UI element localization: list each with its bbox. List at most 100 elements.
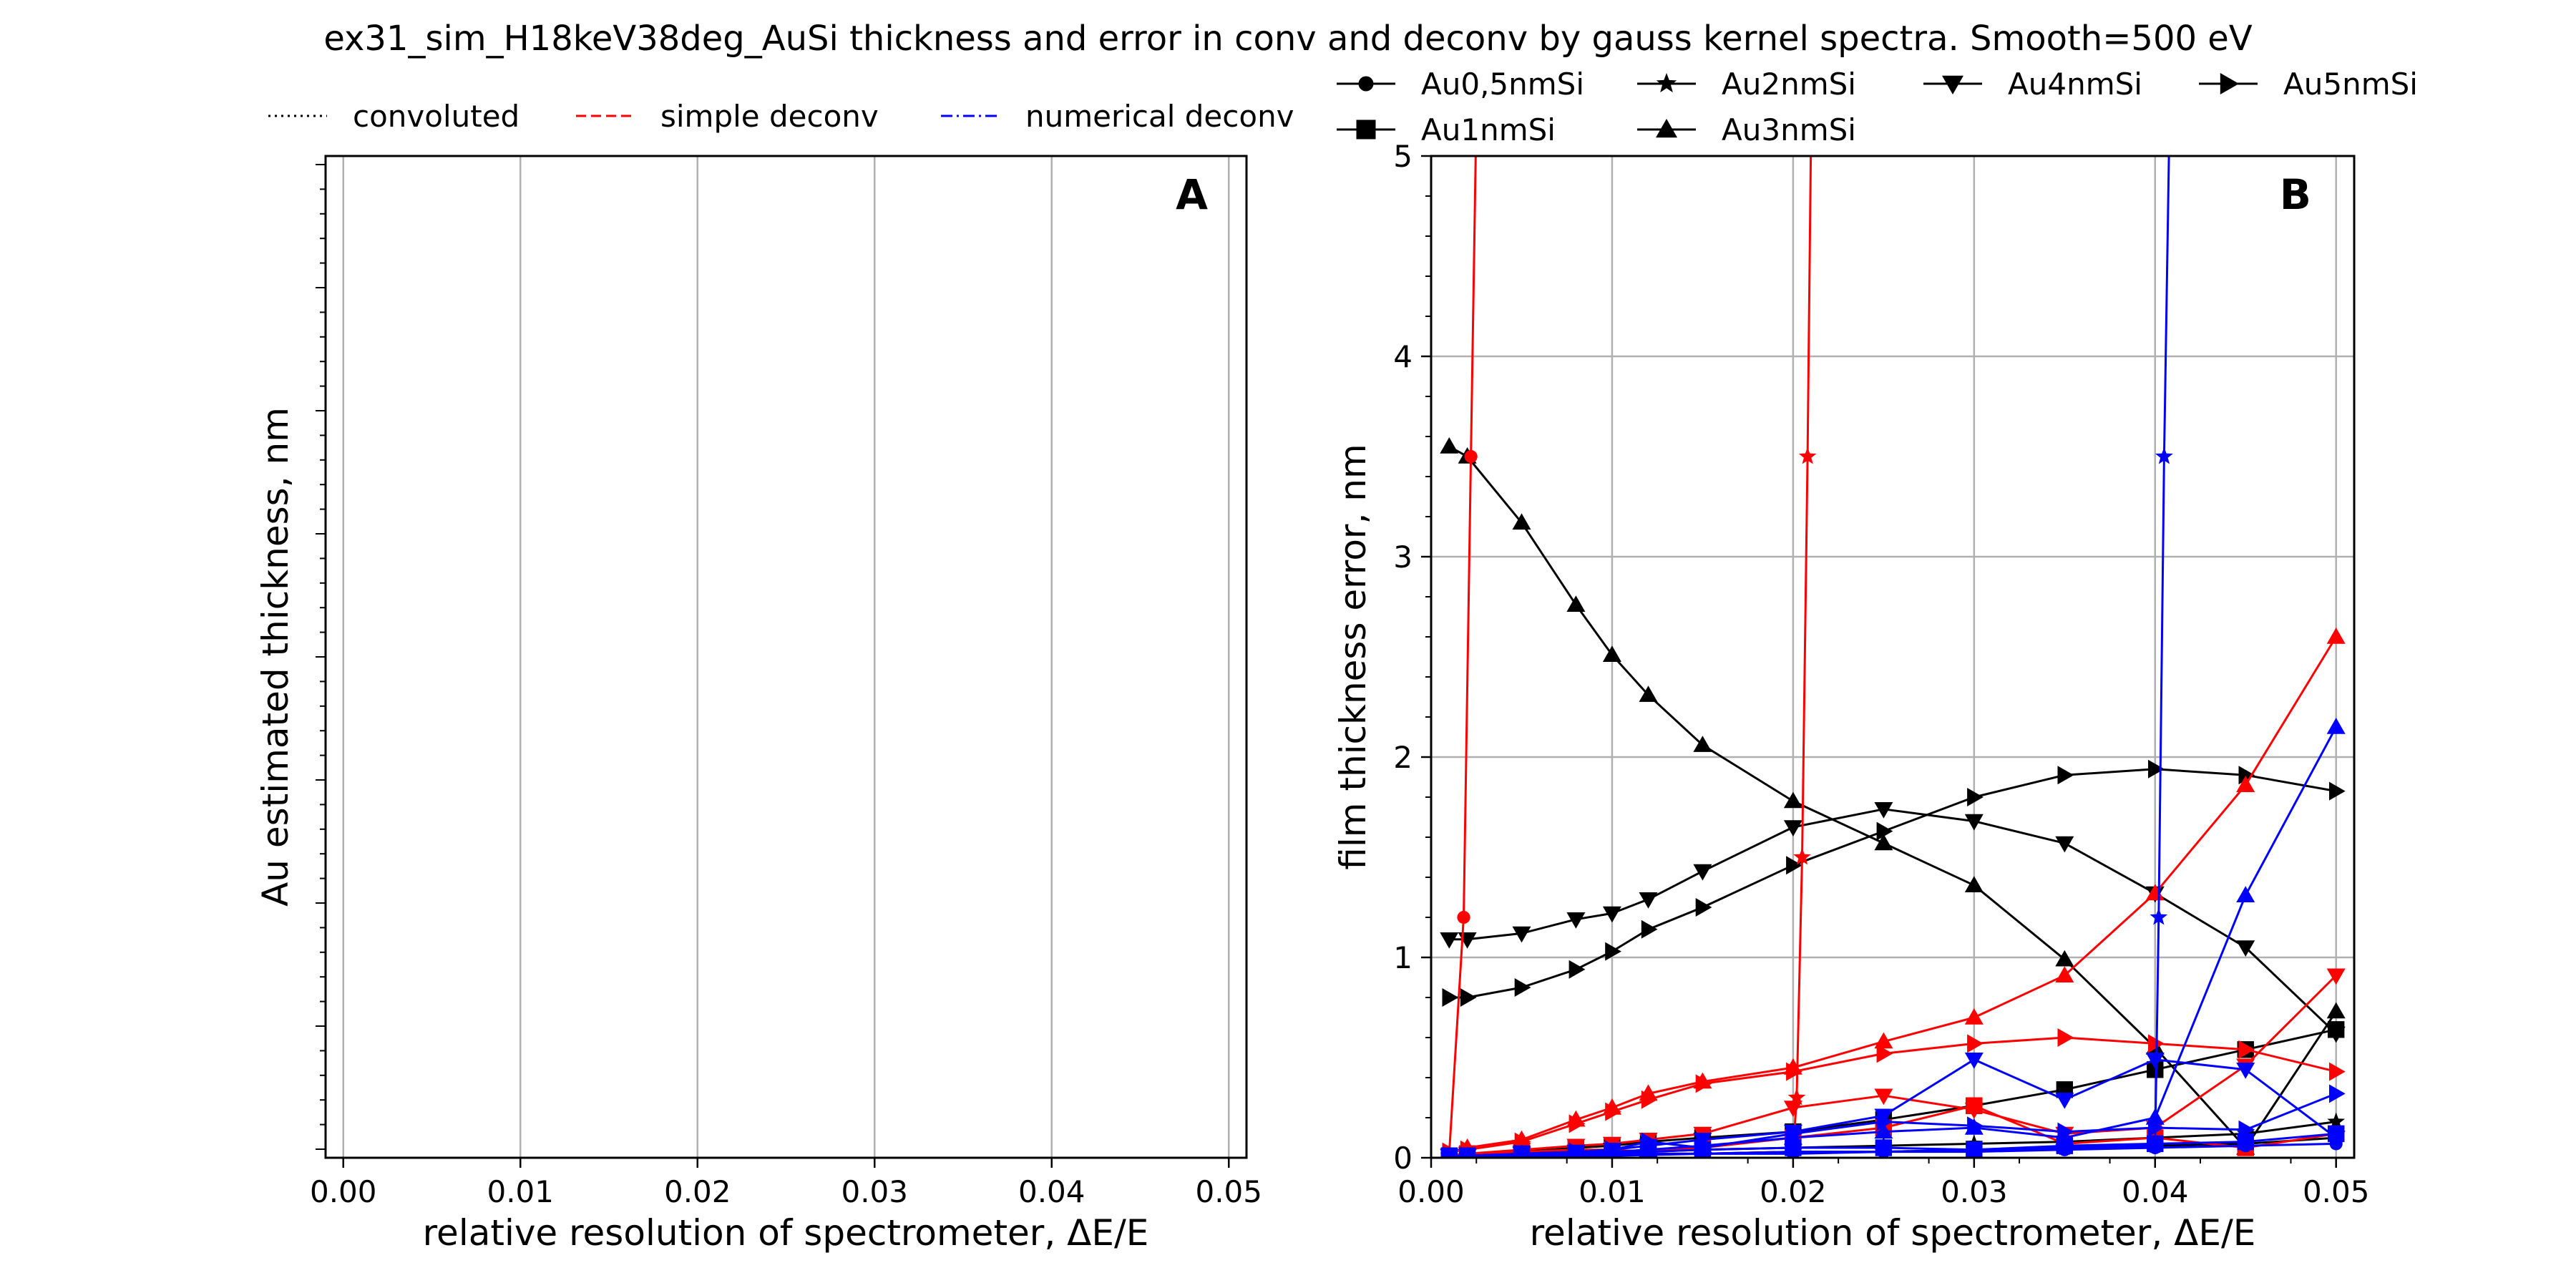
marker-legend-label: Au3nmSi [1722,112,1856,147]
series-au2nmsi-simple-deconv-point [1798,447,1817,464]
series-au1nmsi-convoluted-point [2328,1021,2345,1038]
series-au2nmsi-numerical-deconv-point [2155,447,2173,464]
series-au4nmsi-numerical-deconv-point [2145,1053,2165,1069]
series-au3nmsi-convoluted-point [1440,437,1459,454]
series-au1nmsi-convoluted-point [2147,1061,2164,1078]
panel-b-x-tick-label: 0.05 [2303,1174,2370,1209]
marker-legend-symbol-star [1656,73,1677,93]
marker-legend-entry-au5nmsi: Au5nmSi [2199,67,2418,102]
style-legend-label: convoluted [353,99,519,134]
series-au3nmsi-convoluted-point [1693,736,1712,752]
series-au4nmsi-numerical-deconv-point [1693,1133,1712,1149]
panel-a-x-tick-label: 0.03 [841,1174,908,1209]
series-au3nmsi-convoluted-point [2326,1002,2346,1019]
series-au5nmsi-simple-deconv-point [1568,1114,1586,1133]
panel-a-x-tick-label: 0.05 [1195,1174,1262,1209]
series-au5nmsi-numerical-deconv-point [2329,1084,2346,1103]
series-au4nmsi-convoluted-point [1566,912,1586,929]
series-au3nmsi-simple-deconv-point [2055,966,2074,982]
panel-b-y-tick-label: 3 [1393,540,1413,575]
series-au4nmsi-convoluted-point [1602,906,1621,923]
series-au3nmsi-simple-deconv-point [2236,776,2255,792]
series-au3nmsi-simple-deconv-point [2326,628,2346,644]
series-au1nmsi-numerical-deconv-point [1567,1145,1585,1158]
style-legend-entry-simple-deconv: simple deconv [576,99,879,134]
series-au3nmsi-numerical-deconv-point [2236,886,2255,902]
series-au5nmsi-convoluted-point [1641,919,1658,939]
panel-a-y-axis-label: Au estimated thickness, nm [255,407,296,907]
marker-legend-entry-au3nmsi: Au3nmSi [1637,112,1856,147]
series-au4nmsi-numerical-deconv-point [1964,1053,1984,1069]
panel-b-x-tick-label: 0.03 [1941,1174,2008,1209]
series-au0-5nmsi-simple-deconv-point [1457,910,1470,924]
series-au0-5nmsi-numerical-deconv-point [2329,1137,2343,1151]
series-au3nmsi-simple-deconv-point [1964,1008,1984,1025]
series-au0-5nmsi-numerical-deconv-point [1967,1145,1981,1158]
series-au4nmsi-convoluted-point [1512,926,1531,943]
series-au4nmsi-convoluted-point [1639,892,1658,909]
series-au3nmsi-numerical-deconv-point [1874,1122,1893,1139]
panel-b-grid [1430,155,2354,1159]
panel-a-x-tick-label: 0.02 [664,1174,731,1209]
panel-b-plot-area [1440,156,2346,1158]
marker-legend-symbol-triangle-right [2220,73,2239,94]
series-au4nmsi-simple-deconv-point [1783,1101,1802,1117]
series-au5nmsi-simple-deconv-point [2057,1028,2074,1047]
series-au5nmsi-convoluted-point [2057,766,2074,785]
panel-b-x-tick-label: 0.02 [1760,1174,1827,1209]
marker-legend-symbol-circle [1358,76,1374,92]
series-au3nmsi-convoluted-point [1512,513,1531,530]
marker-legend-symbol-triangle-down [1942,75,1963,94]
panel-b-y-tick-label: 4 [1393,339,1413,374]
series-au2nmsi-simple-deconv-point [1787,1088,1806,1106]
series-au0-5nmsi-numerical-deconv-point [1515,1149,1528,1158]
series-au4nmsi-convoluted-line [1449,808,2337,1035]
series-au5nmsi-simple-deconv-point [1967,1034,1984,1053]
series-au4nmsi-convoluted-point [1783,820,1802,836]
marker-legend-entry-au4nmsi: Au4nmSi [1923,67,2142,102]
series-au5nmsi-convoluted-point [2148,759,2165,779]
series-au4nmsi-convoluted-point [1693,864,1712,881]
series-au0-5nmsi-numerical-deconv-point [1877,1145,1890,1158]
marker-legend-label: Au4nmSi [2008,67,2142,102]
series-au5nmsi-simple-deconv-point [1876,1044,1893,1063]
series-au4nmsi-convoluted-point [1964,814,1984,831]
series-au3nmsi-convoluted-point [1602,645,1621,662]
series-au0-5nmsi-numerical-deconv-point [1696,1147,1709,1158]
series-au4nmsi-numerical-deconv-point [2055,1093,2074,1109]
marker-legend-symbol-square [1356,119,1376,140]
panel-b-y-tick-label: 1 [1393,940,1413,975]
panel-b-frame [1430,155,2356,1159]
series-au5nmsi-simple-deconv-line [1449,1036,2337,1153]
panel-a-grid [342,156,1230,1158]
series-au5nmsi-simple-deconv-point [2238,1040,2255,1059]
series-au5nmsi-convoluted-point [2329,781,2346,801]
series-au5nmsi-numerical-deconv-point [1967,1116,1984,1136]
series-au4nmsi-simple-deconv-point [1874,1088,1893,1106]
series-au4nmsi-convoluted-point [1874,802,1893,819]
series-au0-5nmsi-simple-deconv-point [1464,449,1478,464]
series-au5nmsi-simple-deconv-point [1695,1074,1712,1093]
series-au5nmsi-convoluted [1442,759,2346,1007]
series-au1nmsi-simple-deconv-point [1966,1097,1983,1114]
panel-b-y-axis-label: film thickness error, nm [1332,444,1374,869]
series-au5nmsi-convoluted-point [1786,856,1802,875]
series-au0-5nmsi-numerical-deconv-point [1605,1149,1619,1158]
series-au3nmsi-simple-deconv-point [1874,1032,1893,1049]
series-au5nmsi-numerical-deconv-point [2057,1122,2074,1141]
series-au3nmsi-convoluted-point [1964,876,1984,892]
panel-b-y-tick-label: 0 [1393,1141,1413,1176]
series-au5nmsi-convoluted-point [1967,788,1984,806]
style-legend: convoluted simple deconv numerical deconv [268,99,1294,134]
marker-legend: Au0,5nmSi Au2nmSi Au4nmSi Au5nmSi Au1nmSi Au3… [1337,67,2418,147]
series-au0-5nmsi-numerical-deconv-point [2058,1143,2072,1156]
series-au0-5nmsi-numerical-deconv-point [1786,1147,1800,1158]
series-au5nmsi-convoluted-point [1876,821,1893,841]
series-au5nmsi-convoluted-point [1568,960,1586,979]
series-au2nmsi-simple-deconv-point [1793,848,1811,865]
panel-a-ticks: 0.00 0.01 0.02 0.03 0.04 0.05 [310,164,1262,1209]
series-au3nmsi-simple-deconv-line [1448,636,2337,1155]
panel-a-label: A [1176,170,1208,219]
